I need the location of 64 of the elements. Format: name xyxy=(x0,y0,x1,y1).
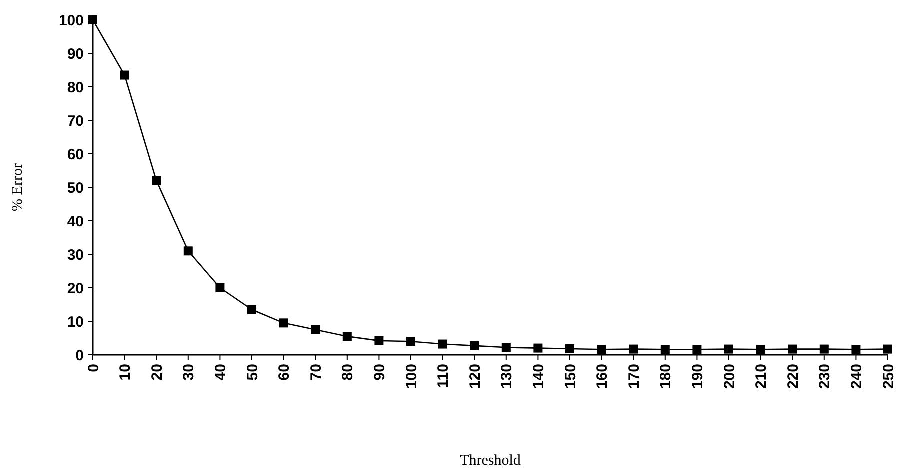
point xyxy=(884,344,892,354)
x-axis-title: Threshold xyxy=(460,453,522,469)
y-tick-label: 0 xyxy=(76,347,84,364)
point xyxy=(629,344,638,354)
point xyxy=(438,340,448,349)
point xyxy=(820,344,829,354)
point xyxy=(852,345,861,354)
x-tick-label: 20 xyxy=(148,364,166,381)
y-tick-label: 70 xyxy=(67,112,84,130)
point xyxy=(120,70,130,80)
y-tick-label: 50 xyxy=(67,180,84,197)
point xyxy=(311,325,320,334)
point xyxy=(406,337,416,346)
x-tick-label: 10 xyxy=(117,364,134,381)
point xyxy=(566,344,574,354)
x-tick-label: 90 xyxy=(371,364,388,381)
point xyxy=(248,305,256,314)
x-tick-label: 110 xyxy=(435,364,452,388)
point xyxy=(692,345,702,354)
x-tick-label: 190 xyxy=(689,364,706,390)
y-axis-title: % Error xyxy=(10,164,26,212)
x-tick-label: 210 xyxy=(753,364,770,390)
x-tick-label: 30 xyxy=(180,364,198,381)
y-tick-label: 60 xyxy=(67,146,84,164)
x-tick-label: 240 xyxy=(848,364,866,390)
x-tick-label: 170 xyxy=(626,364,643,390)
y-tick-label: 40 xyxy=(67,213,84,230)
point xyxy=(216,284,225,292)
x-tick-label: 50 xyxy=(244,364,262,381)
x-tick-label: 60 xyxy=(276,364,294,381)
point xyxy=(470,341,480,350)
y-tick-label: 90 xyxy=(67,46,84,63)
x-tick-label: 220 xyxy=(784,364,802,390)
x-tick-label: 150 xyxy=(562,364,580,390)
x-tick-label: 250 xyxy=(880,364,898,390)
y-tick-label: 30 xyxy=(67,246,84,264)
x-tick-label: 80 xyxy=(340,364,357,381)
x-tick-label: 100 xyxy=(403,364,420,390)
point xyxy=(502,343,511,352)
y-tick-label: 80 xyxy=(67,79,84,96)
x-tick-label: 230 xyxy=(816,364,834,390)
y-tick-label: 100 xyxy=(58,12,84,30)
y-tick-label: 20 xyxy=(67,280,84,298)
y-tick-label: 10 xyxy=(67,314,84,331)
point xyxy=(152,176,162,186)
x-tick-label: 200 xyxy=(721,364,738,390)
x-tick-label: 120 xyxy=(466,364,484,390)
point xyxy=(724,344,734,354)
point xyxy=(597,345,606,354)
x-tick-label: 140 xyxy=(530,364,548,390)
point xyxy=(534,344,543,353)
x-tick-label: 180 xyxy=(658,364,675,390)
x-tick-label: 40 xyxy=(212,364,230,381)
x-tick-label: 130 xyxy=(498,364,516,390)
point xyxy=(660,345,670,354)
point xyxy=(788,344,798,354)
x-tick-label: 0 xyxy=(85,364,102,372)
point xyxy=(184,246,193,256)
point xyxy=(374,336,384,346)
point xyxy=(342,332,352,342)
point xyxy=(279,318,288,328)
x-tick-label: 160 xyxy=(594,364,612,390)
x-tick-label: 70 xyxy=(308,364,325,381)
point xyxy=(756,345,766,354)
